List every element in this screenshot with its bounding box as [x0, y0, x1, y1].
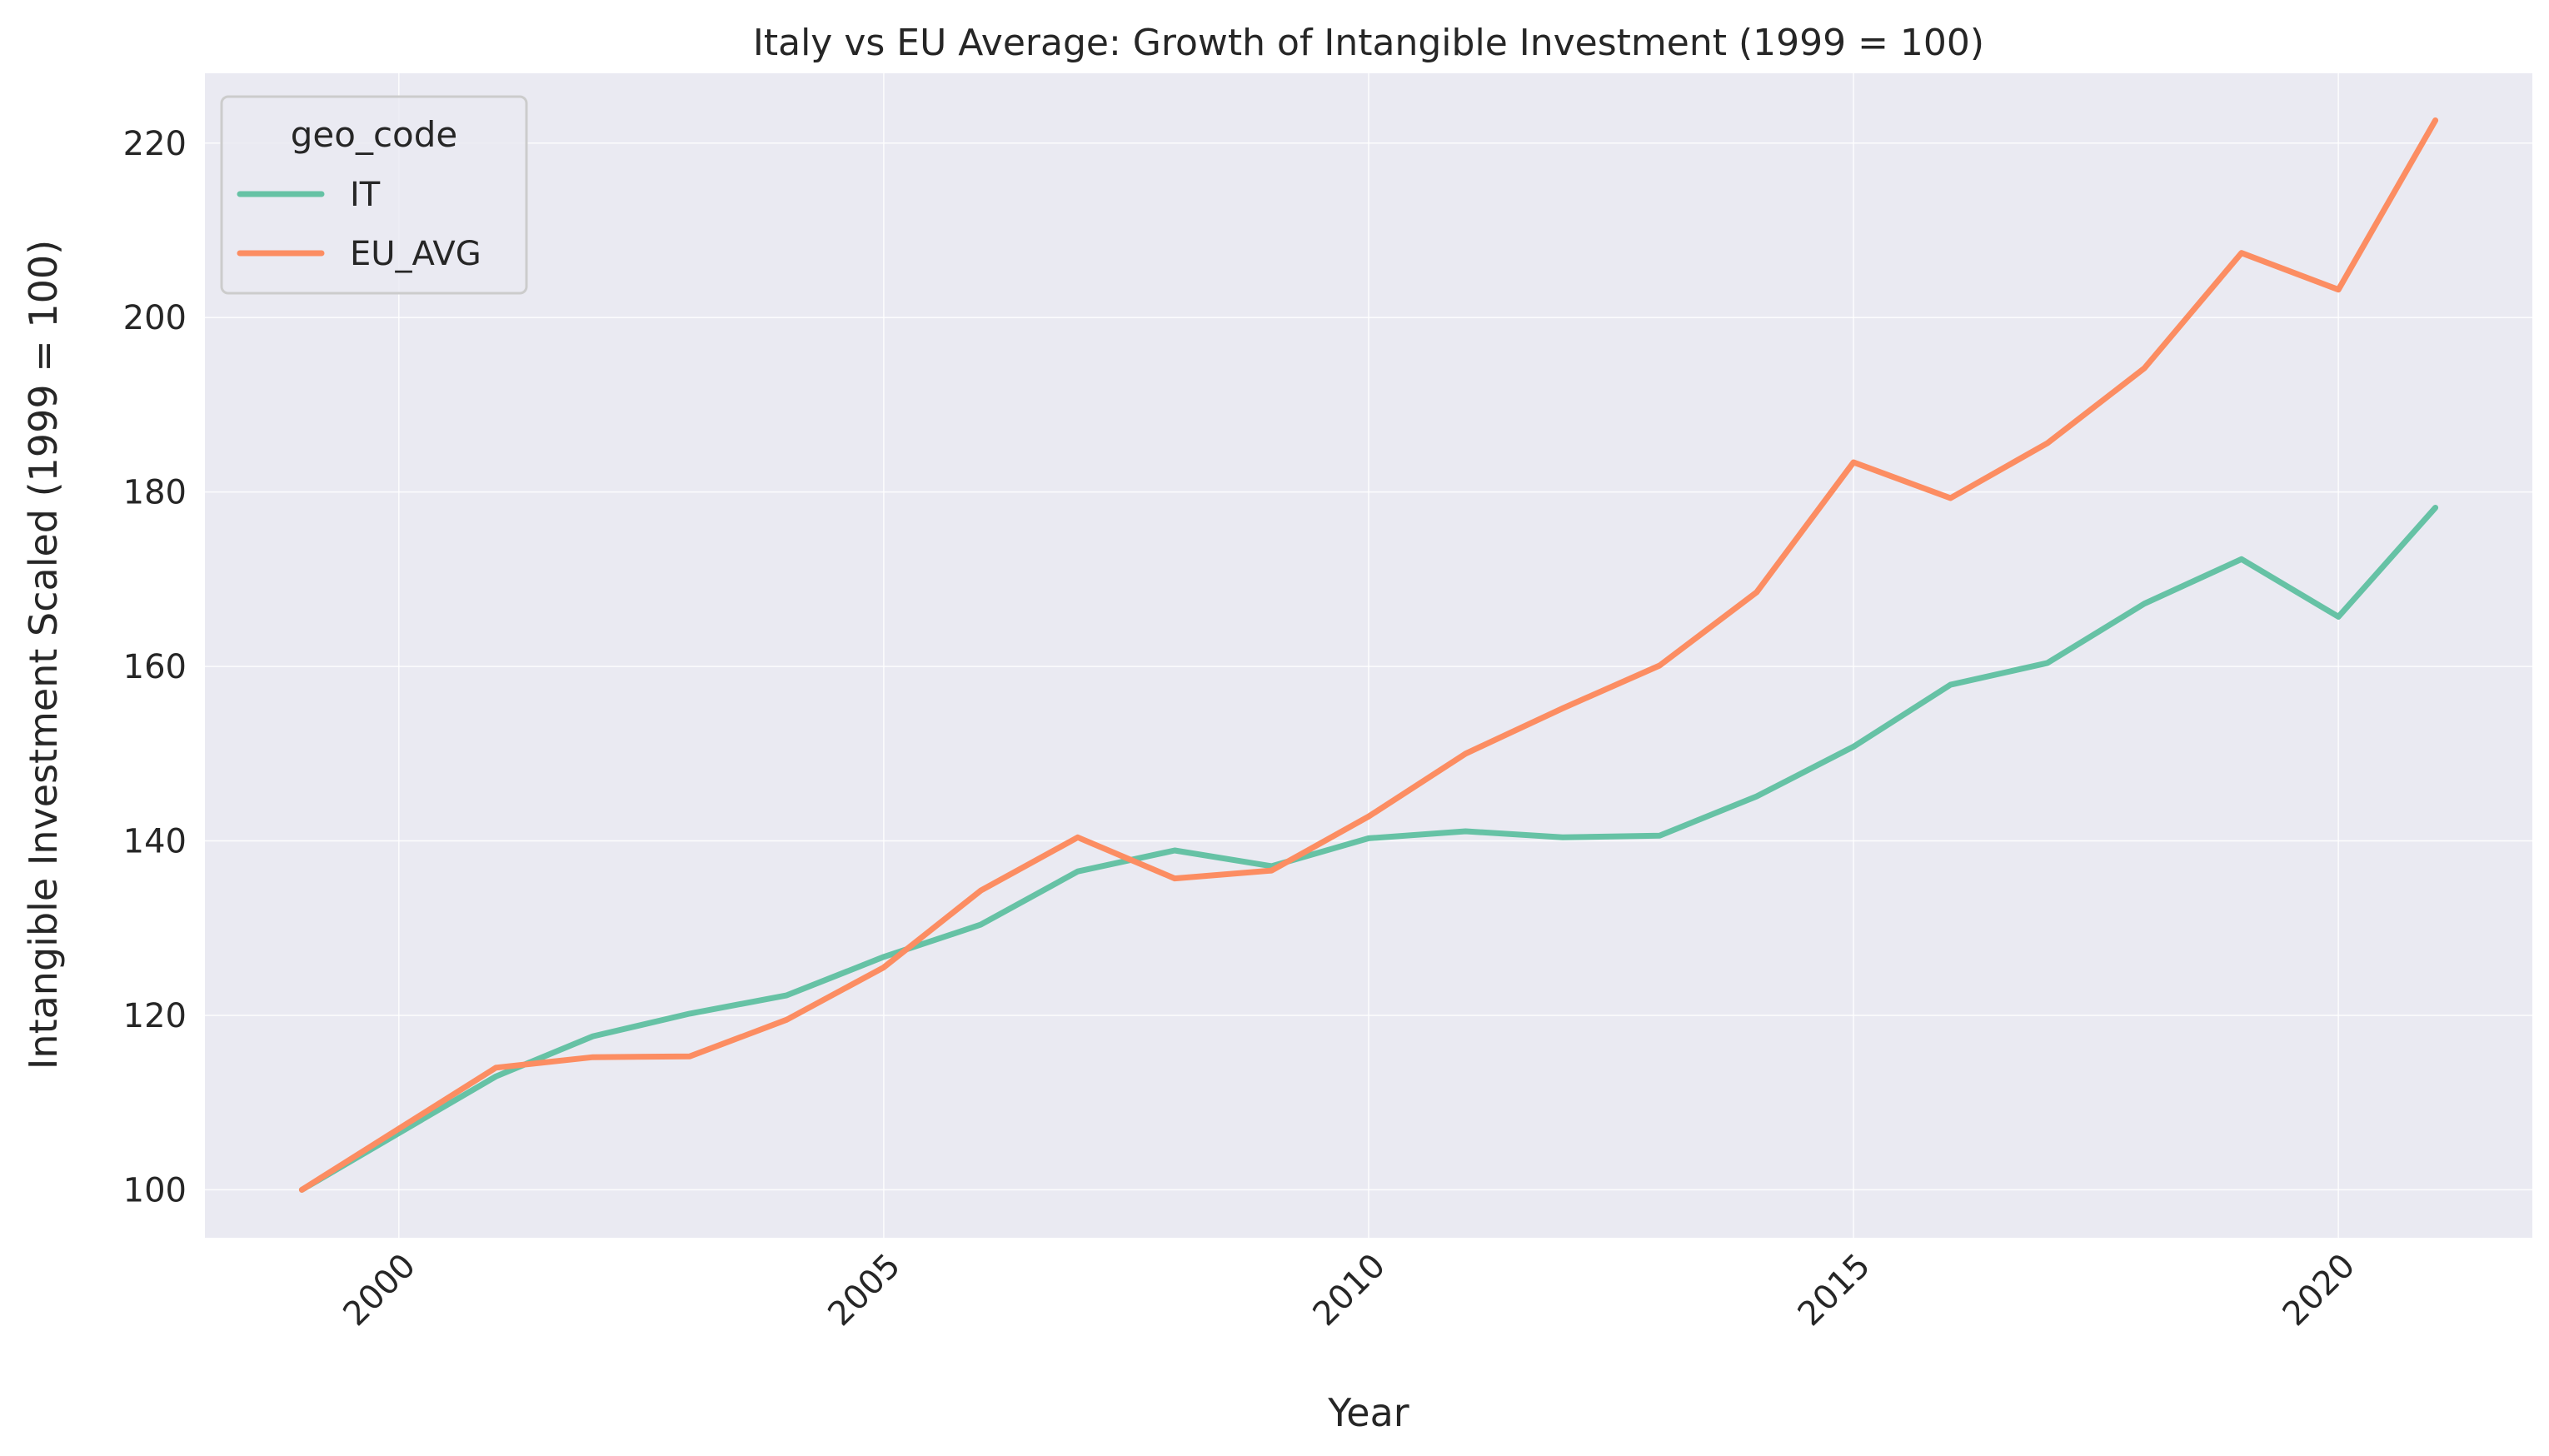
series-lines — [298, 117, 2439, 1193]
y-tick-label: 220 — [123, 125, 187, 163]
legend: geo_code IT EU_AVG — [220, 95, 528, 295]
y-axis-ticks: 100 120 140 160 180 200 220 — [123, 125, 187, 1210]
y-tick-label: 140 — [123, 823, 187, 861]
legend-title: geo_code — [291, 114, 457, 155]
y-tick-label: 180 — [123, 474, 187, 512]
y-axis-label: Intangible Investment Scaled (1999 = 100… — [21, 240, 66, 1070]
legend-box — [220, 95, 528, 295]
x-tick-label: 2010 — [1306, 1247, 1394, 1334]
x-tick-label: 2015 — [1791, 1247, 1878, 1334]
x-tick-label: 2000 — [336, 1247, 423, 1334]
x-axis-label: Year — [1327, 1390, 1409, 1435]
y-tick-label: 100 — [123, 1171, 187, 1209]
x-axis-ticks: 2000 2005 2010 2015 2020 — [336, 1247, 2362, 1334]
series-line-it — [298, 505, 2439, 1193]
legend-label-eu-avg: EU_AVG — [350, 235, 481, 273]
x-tick-label: 2005 — [821, 1247, 908, 1334]
y-tick-label: 120 — [123, 997, 187, 1035]
y-tick-label: 160 — [123, 648, 187, 686]
legend-label-it: IT — [350, 176, 381, 214]
series-line-eu-avg — [298, 117, 2439, 1193]
chart-title: Italy vs EU Average: Growth of Intangibl… — [753, 22, 1984, 64]
x-tick-label: 2020 — [2276, 1247, 2363, 1334]
y-tick-label: 200 — [123, 299, 187, 337]
